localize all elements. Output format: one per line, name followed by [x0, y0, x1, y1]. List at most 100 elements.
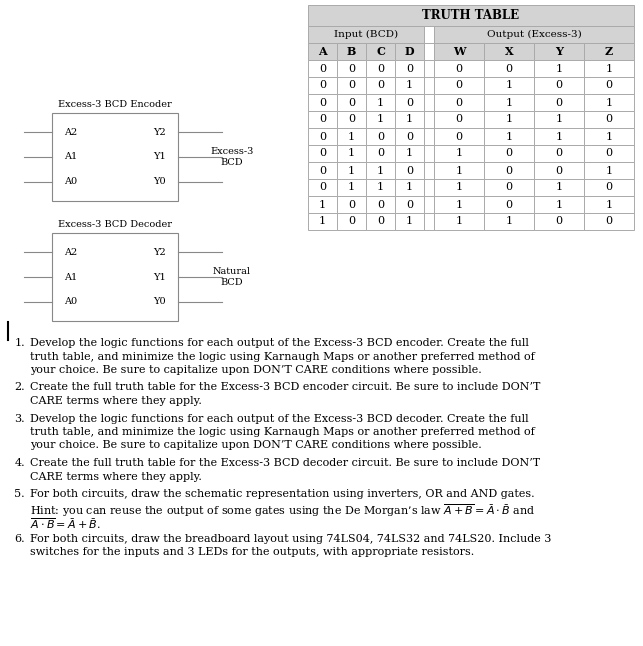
- Bar: [308, 43, 337, 60]
- Bar: [337, 77, 366, 94]
- Text: Excess-3
BCD: Excess-3 BCD: [210, 147, 254, 167]
- Bar: [395, 111, 424, 128]
- Text: 0: 0: [406, 98, 413, 107]
- Bar: [337, 145, 366, 162]
- Text: Hint: you can reuse the output of some gates using the De Morgan’s law $\overlin: Hint: you can reuse the output of some g…: [30, 503, 536, 519]
- Text: 2.: 2.: [14, 382, 25, 393]
- Text: 0: 0: [377, 81, 384, 90]
- Bar: [484, 145, 534, 162]
- Bar: [395, 128, 424, 145]
- Text: CARE terms where they apply.: CARE terms where they apply.: [30, 472, 202, 481]
- Bar: [308, 196, 337, 213]
- Text: 1: 1: [556, 183, 563, 193]
- Bar: [584, 111, 634, 128]
- Bar: [534, 94, 584, 111]
- Text: 1: 1: [406, 81, 413, 90]
- Bar: [308, 60, 337, 77]
- Bar: [395, 179, 424, 196]
- Text: 1: 1: [377, 98, 384, 107]
- Bar: [366, 128, 395, 145]
- Bar: [434, 145, 484, 162]
- Text: 1: 1: [348, 183, 355, 193]
- Bar: [52, 233, 178, 321]
- Bar: [484, 77, 534, 94]
- Bar: [484, 43, 534, 60]
- Bar: [395, 77, 424, 94]
- Bar: [434, 26, 634, 43]
- Text: 4.: 4.: [14, 458, 25, 468]
- Bar: [424, 77, 434, 94]
- Text: 5.: 5.: [14, 489, 25, 499]
- Text: 0: 0: [377, 132, 384, 141]
- Text: 1: 1: [348, 132, 355, 141]
- Bar: [366, 213, 395, 230]
- Text: 1: 1: [377, 114, 384, 125]
- Text: 0: 0: [319, 114, 326, 125]
- Bar: [534, 128, 584, 145]
- Bar: [366, 145, 395, 162]
- Bar: [584, 145, 634, 162]
- Text: Y0: Y0: [154, 297, 166, 306]
- Bar: [484, 162, 534, 179]
- Text: 0: 0: [319, 132, 326, 141]
- Bar: [395, 60, 424, 77]
- Text: 0: 0: [505, 149, 512, 158]
- Bar: [308, 5, 634, 26]
- Text: A0: A0: [64, 297, 77, 306]
- Text: Develop the logic functions for each output of the Excess-3 BCD encoder. Create : Develop the logic functions for each out…: [30, 338, 529, 348]
- Text: 1: 1: [348, 149, 355, 158]
- Text: 1: 1: [406, 114, 413, 125]
- Text: 0: 0: [406, 165, 413, 176]
- Bar: [366, 77, 395, 94]
- Bar: [337, 43, 366, 60]
- Text: C: C: [376, 46, 385, 57]
- Text: 1: 1: [319, 216, 326, 227]
- Text: 1: 1: [455, 149, 462, 158]
- Text: 0: 0: [455, 132, 462, 141]
- Text: 0: 0: [319, 81, 326, 90]
- Bar: [434, 77, 484, 94]
- Text: 0: 0: [606, 216, 613, 227]
- Bar: [308, 162, 337, 179]
- Bar: [434, 43, 484, 60]
- Text: 1: 1: [606, 200, 613, 209]
- Bar: [424, 196, 434, 213]
- Text: Y1: Y1: [153, 273, 166, 282]
- Bar: [424, 26, 434, 43]
- Bar: [434, 128, 484, 145]
- Text: For both circuits, draw the schematic representation using inverters, OR and AND: For both circuits, draw the schematic re…: [30, 489, 534, 499]
- Text: truth table, and minimize the logic using Karnaugh Maps or another preferred met: truth table, and minimize the logic usin…: [30, 351, 535, 362]
- Text: 0: 0: [505, 165, 512, 176]
- Bar: [534, 179, 584, 196]
- Bar: [584, 43, 634, 60]
- Bar: [366, 94, 395, 111]
- Bar: [424, 162, 434, 179]
- Bar: [484, 60, 534, 77]
- Bar: [584, 60, 634, 77]
- Text: 0: 0: [606, 81, 613, 90]
- Bar: [337, 94, 366, 111]
- Bar: [424, 60, 434, 77]
- Bar: [424, 213, 434, 230]
- Bar: [534, 111, 584, 128]
- Text: 1: 1: [556, 200, 563, 209]
- Bar: [337, 179, 366, 196]
- Bar: [52, 113, 178, 201]
- Bar: [308, 111, 337, 128]
- Bar: [424, 94, 434, 111]
- Text: 1: 1: [606, 63, 613, 74]
- Text: 1: 1: [606, 98, 613, 107]
- Bar: [337, 162, 366, 179]
- Text: 0: 0: [606, 149, 613, 158]
- Text: Z: Z: [605, 46, 613, 57]
- Bar: [484, 196, 534, 213]
- Bar: [366, 111, 395, 128]
- Bar: [424, 128, 434, 145]
- Text: 0: 0: [556, 216, 563, 227]
- Text: 0: 0: [505, 200, 512, 209]
- Bar: [337, 196, 366, 213]
- Text: Y2: Y2: [153, 248, 166, 257]
- Bar: [584, 179, 634, 196]
- Text: Input (BCD): Input (BCD): [334, 30, 398, 39]
- Text: 1: 1: [455, 216, 462, 227]
